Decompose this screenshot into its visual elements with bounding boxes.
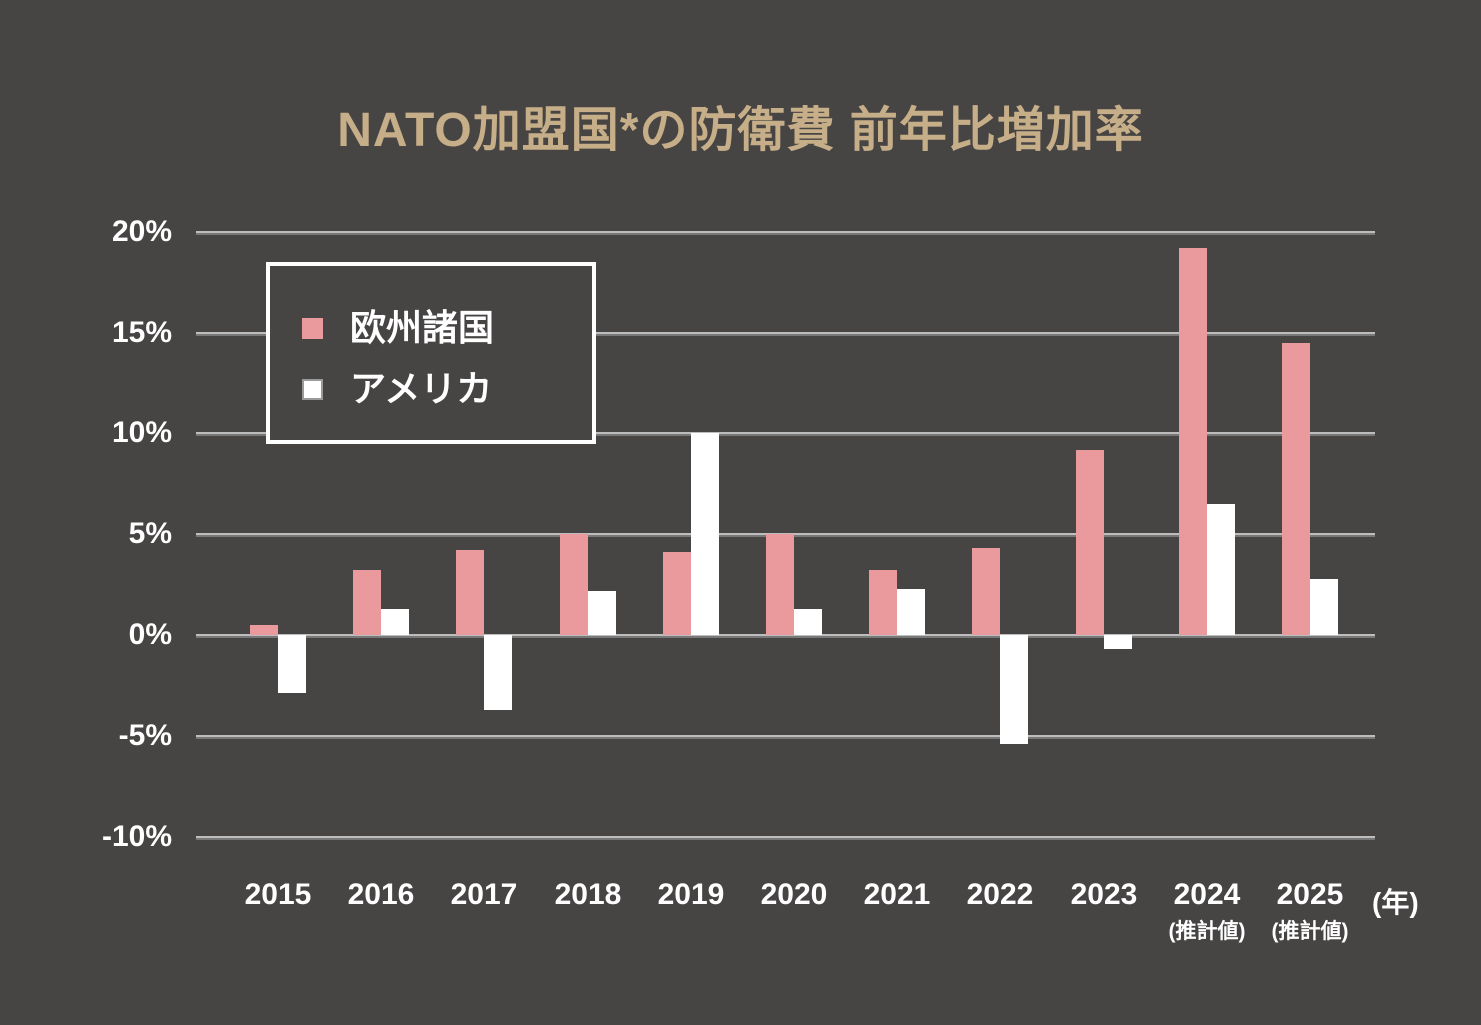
legend-item-europe: 欧州諸国 [302,308,494,348]
y-axis-label-5: 5% [128,517,172,550]
x-axis-label-2024: 2024 [1173,878,1241,911]
gridline--10 [196,836,1375,840]
legend-swatch-europe [302,317,323,339]
bar-europe-2020 [766,534,794,635]
bar-europe-2018 [560,534,588,635]
legend-item-us: アメリカ [302,369,492,409]
x-axis-label-2023: 2023 [1070,878,1138,911]
x-axis-label-2018: 2018 [554,878,622,911]
gridline-10 [196,432,1375,436]
bar-europe-2015 [250,625,278,635]
legend-label-europe: 欧州諸国 [350,307,495,348]
bar-europe-2017 [456,550,484,635]
bar-europe-2022 [972,548,1000,635]
x-axis-label-2021: 2021 [863,878,931,911]
legend-swatch-us [302,378,323,400]
y-axis-label-20: 20% [111,215,172,248]
x-axis-label-2019: 2019 [657,878,725,911]
chart-title: NATO加盟国*の防衛費 前年比増加率 [337,104,1144,157]
bar-europe-2024 [1179,248,1207,635]
bar-us-2022 [1000,635,1028,744]
bar-us-2016 [381,609,409,635]
x-axis-unit-label: (年) [1372,887,1419,918]
gridline-0 [196,634,1375,638]
bar-us-2023 [1104,635,1132,649]
y-axis-label-15: 15% [111,316,172,349]
bar-europe-2019 [663,552,691,635]
bar-us-2021 [897,589,925,635]
gridline-20 [196,231,1375,235]
x-axis-note-2025: (推計値) [1271,920,1349,943]
bar-europe-2021 [869,570,897,635]
y-axis-label--5: -5% [118,719,172,752]
bar-us-2024 [1207,504,1235,635]
x-axis-label-2017: 2017 [450,878,518,911]
y-axis-label-0: 0% [128,618,172,651]
bar-us-2020 [794,609,822,635]
bar-us-2015 [278,635,306,693]
bar-us-2025 [1310,579,1338,635]
x-axis-label-2015: 2015 [244,878,312,911]
bar-europe-2023 [1076,450,1104,635]
gridline-15 [196,332,1375,336]
bar-us-2017 [484,635,512,710]
bar-europe-2016 [353,570,381,635]
x-axis-label-2016: 2016 [347,878,415,911]
gridline--5 [196,735,1375,739]
x-axis-note-2024: (推計値) [1168,920,1246,943]
legend-label-us: アメリカ [350,368,493,409]
y-axis-label--10: -10% [101,820,172,853]
bar-us-2019 [691,433,719,635]
y-axis-label-10: 10% [111,416,172,449]
x-axis-label-2022: 2022 [966,878,1034,911]
bar-us-2018 [588,591,616,635]
x-axis-label-2025: 2025 [1276,878,1344,911]
bar-europe-2025 [1282,343,1310,635]
x-axis-label-2020: 2020 [760,878,828,911]
legend: 欧州諸国 アメリカ [266,262,596,444]
